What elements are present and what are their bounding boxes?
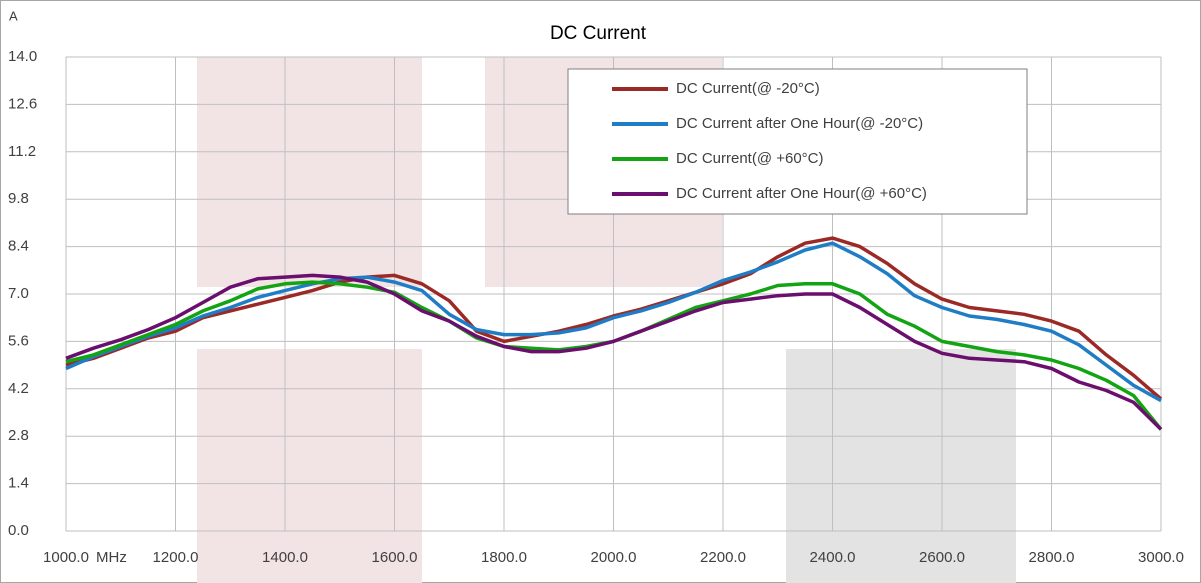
legend-label: DC Current after One Hour(@ -20°C) [676, 115, 923, 132]
y-tick-label: 0.0 [8, 522, 29, 539]
y-tick-label: 1.4 [8, 475, 29, 492]
x-unit: MHz [96, 549, 127, 566]
y-tick-label: 2.8 [8, 427, 29, 444]
chart-title: DC Current [550, 23, 647, 44]
x-tick-label: 1000.0 [43, 549, 89, 566]
legend-label: DC Current after One Hour(@ +60°C) [676, 185, 927, 202]
y-tick-label: 14.0 [8, 48, 37, 65]
shade [786, 349, 1016, 583]
x-tick-label: 2000.0 [591, 549, 637, 566]
x-tick-label: 2200.0 [700, 549, 746, 566]
x-tick-label: 2600.0 [919, 549, 965, 566]
y-tick-label: 8.4 [8, 238, 29, 255]
legend [567, 68, 1028, 215]
x-tick-label: 2400.0 [810, 549, 856, 566]
lines [65, 236, 1163, 431]
y-tick-label: 11.2 [8, 143, 36, 160]
x-tick-label: 1200.0 [153, 549, 199, 566]
x-tick-label: 1800.0 [481, 549, 527, 566]
y-unit: A [9, 8, 18, 23]
x-tick-label: 1600.0 [372, 549, 418, 566]
series-line [65, 241, 1162, 403]
series-line [65, 273, 1163, 431]
legend-items: DC Current(@ -20°C) DC Current after One … [612, 80, 927, 202]
x-tick-label: 3000.0 [1138, 549, 1184, 566]
legend-label: DC Current(@ +60°C) [676, 150, 824, 167]
shade [197, 57, 422, 287]
y-tick-label: 7.0 [8, 285, 29, 302]
shade [197, 349, 422, 583]
legend-label: DC Current(@ -20°C) [676, 80, 820, 97]
y-tick-label: 5.6 [8, 332, 29, 349]
y-tick-label: 12.6 [8, 95, 37, 112]
x-tick-label: 2800.0 [1029, 549, 1075, 566]
y-tick-label: 9.8 [8, 190, 29, 207]
y-tick-label: 4.2 [8, 380, 29, 397]
x-tick-label: 1400.0 [262, 549, 308, 566]
